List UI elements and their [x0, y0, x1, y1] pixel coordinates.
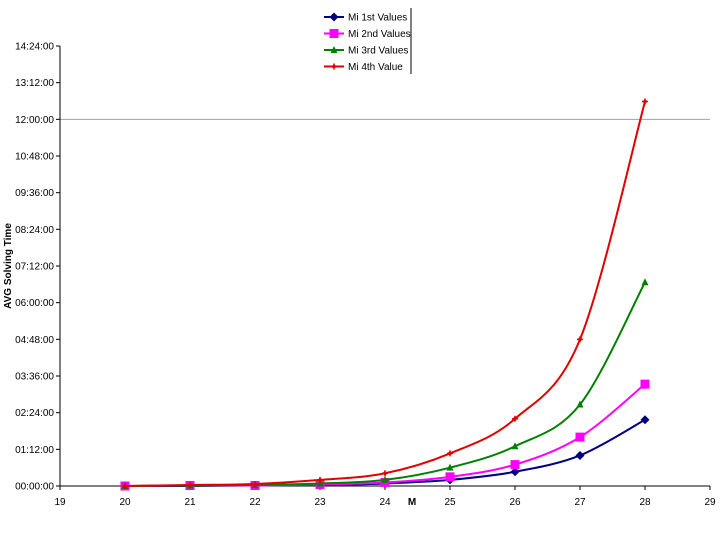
x-axis-title: M	[408, 497, 416, 508]
x-tick-label: 26	[509, 497, 521, 508]
legend-item-1: Mi 1st Values	[324, 12, 407, 24]
point-triangle	[511, 442, 519, 450]
point-square	[640, 379, 650, 389]
axes	[59, 46, 710, 487]
point-star-center	[513, 416, 517, 421]
y-tick-label: 06:00:00	[15, 298, 54, 309]
x-tick-label: 27	[574, 497, 586, 508]
legend-item-2: Mi 2nd Values	[324, 29, 411, 40]
y-tick-label: 00:00:00	[15, 482, 54, 493]
point-star-center	[253, 482, 257, 486]
legend: Mi 1st Values Mi 2nd Values Mi 3rd Values M…	[324, 8, 412, 74]
y-axis-ticks: 00:00:00 01:12:00 02:24:00 03:36:00 04:48:00…	[15, 42, 60, 493]
legend-label: Mi 1st Values	[348, 13, 407, 24]
x-tick-label: 20	[119, 497, 131, 508]
x-tick-label: 24	[379, 497, 391, 508]
series-group	[120, 98, 650, 491]
point-star-center	[578, 337, 582, 342]
point-triangle	[316, 479, 324, 487]
point-diamond	[329, 12, 339, 22]
y-tick-label: 12:00:00	[15, 115, 54, 126]
x-tick-label: 29	[704, 497, 716, 508]
y-tick-label: 13:12:00	[15, 78, 54, 89]
point-diamond	[575, 450, 585, 460]
point-star-center	[123, 484, 127, 488]
point-square	[329, 29, 339, 38]
point-star-center	[643, 99, 647, 104]
point-triangle	[381, 475, 389, 483]
point-diamond	[510, 467, 520, 477]
series-3	[121, 278, 649, 489]
y-tick-label: 08:24:00	[15, 225, 54, 236]
y-tick-label: 07:12:00	[15, 262, 54, 273]
y-tick-label: 04:48:00	[15, 335, 54, 346]
y-tick-label: 03:36:00	[15, 372, 54, 383]
legend-item-4: Mi 4th Value	[324, 62, 403, 73]
legend-label: Mi 3rd Values	[348, 46, 408, 57]
legend-item-3: Mi 3rd Values	[324, 46, 408, 57]
point-star-center	[332, 64, 336, 69]
point-triangle	[576, 400, 584, 408]
point-square	[445, 472, 455, 482]
point-star-center	[448, 451, 452, 456]
series-line	[124, 281, 646, 487]
point-diamond	[640, 415, 650, 425]
y-axis-title: AVG Solving Time	[3, 223, 14, 309]
x-tick-label: 22	[249, 497, 261, 508]
y-tick-label: 09:36:00	[15, 188, 54, 199]
series-4	[122, 98, 648, 489]
x-tick-label: 25	[444, 497, 456, 508]
y-tick-label: 14:24:00	[15, 42, 54, 53]
point-square	[510, 460, 520, 470]
x-tick-label: 23	[314, 497, 326, 508]
x-tick-label: 19	[54, 497, 66, 508]
point-triangle	[641, 278, 649, 286]
point-star-center	[383, 471, 387, 476]
x-tick-label: 28	[639, 497, 651, 508]
y-tick-label: 10:48:00	[15, 152, 54, 163]
y-tick-label: 02:24:00	[15, 408, 54, 419]
point-star-center	[318, 478, 322, 482]
point-star-center	[188, 483, 192, 487]
legend-label: Mi 2nd Values	[348, 29, 411, 40]
legend-label: Mi 4th Value	[348, 62, 403, 73]
point-square	[575, 432, 585, 442]
x-axis-ticks: 19 20 21 22 23 24 25 26 27 28 29	[54, 486, 716, 508]
y-tick-label: 01:12:00	[15, 445, 54, 456]
x-tick-label: 21	[184, 497, 196, 508]
series-line	[124, 101, 646, 487]
point-triangle	[330, 46, 338, 53]
point-triangle	[446, 463, 454, 471]
